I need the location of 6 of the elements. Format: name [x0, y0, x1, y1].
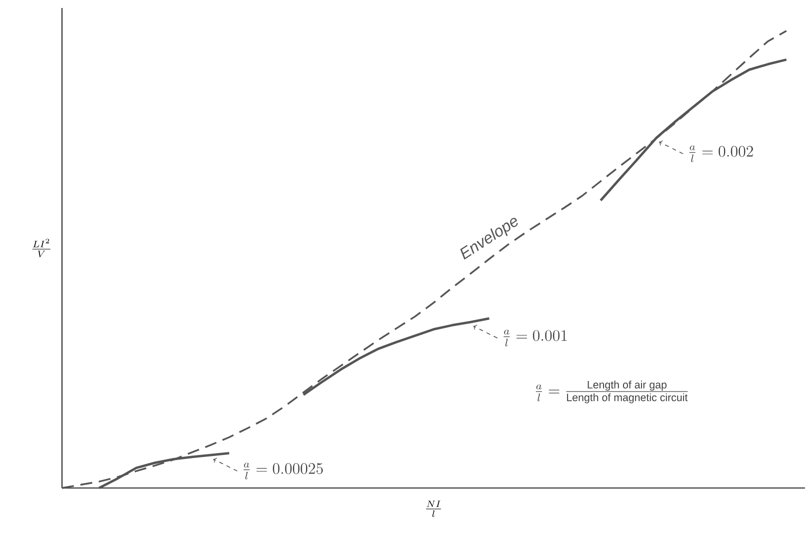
annotation: $\frac{a}{l} = 0.001$ — [504, 330, 567, 346]
annotation: $\frac{a}{l} = \frac{\text{Length of air gap}}{\text{Length of magnetic circuit}}$ — [536, 380, 688, 404]
annotation: $\frac{a}{l} = 0.00025$ — [244, 462, 323, 480]
annotation: $\frac{a}{l} = 0.002$ — [689, 146, 753, 162]
y-axis-title: $\frac{LI^{2}}{V}$ — [32, 238, 50, 258]
x-axis-title: $\frac{NI}{l}$ — [426, 500, 441, 518]
